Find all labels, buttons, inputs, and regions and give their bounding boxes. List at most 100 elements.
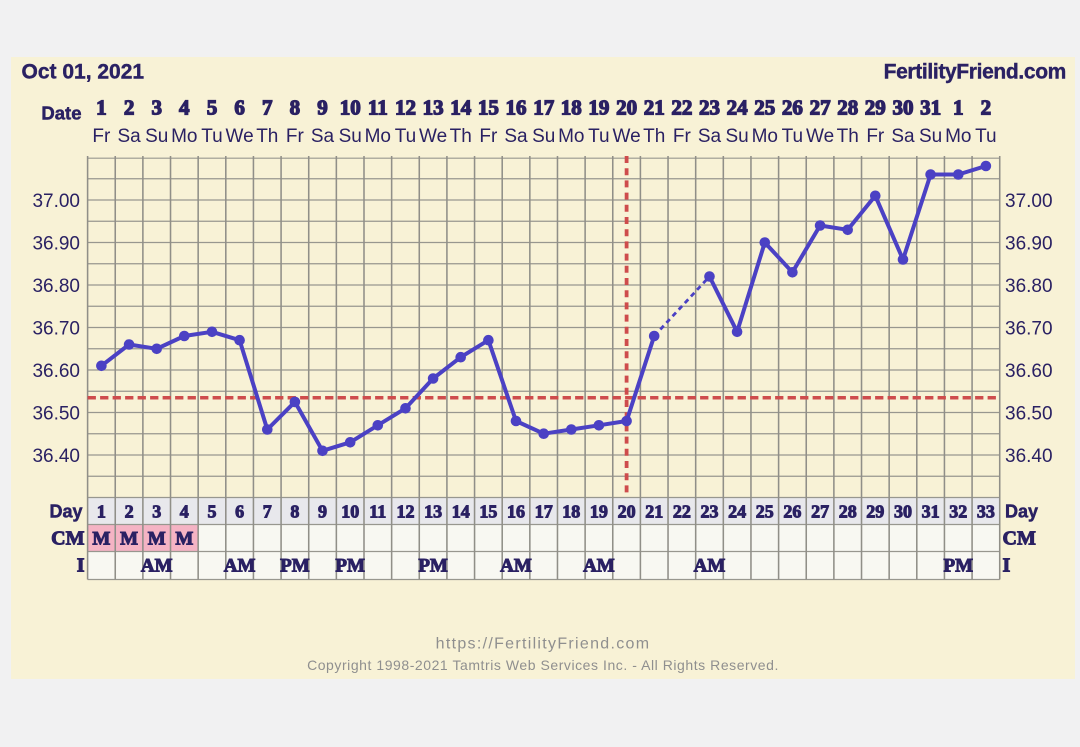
svg-text:Su: Su <box>725 126 748 147</box>
svg-text:We: We <box>226 126 254 147</box>
svg-text:28: 28 <box>839 502 857 522</box>
svg-text:29: 29 <box>865 96 886 120</box>
svg-text:Mo: Mo <box>558 126 584 147</box>
svg-text:Sa: Sa <box>504 126 528 147</box>
svg-text:37.00: 37.00 <box>32 191 80 212</box>
svg-text:20: 20 <box>616 96 637 120</box>
svg-text:We: We <box>806 126 834 147</box>
svg-text:1: 1 <box>953 96 964 120</box>
svg-text:Fr: Fr <box>92 126 111 147</box>
svg-text:Oct 01, 2021: Oct 01, 2021 <box>22 61 145 84</box>
svg-text:16: 16 <box>507 502 525 522</box>
svg-text:36.90: 36.90 <box>32 234 80 255</box>
svg-text:36.70: 36.70 <box>32 319 80 340</box>
svg-text:Day: Day <box>49 502 82 522</box>
svg-text:30: 30 <box>894 502 912 522</box>
svg-text:36.50: 36.50 <box>32 404 80 425</box>
svg-text:19: 19 <box>588 96 609 120</box>
svg-text:27: 27 <box>811 502 829 522</box>
svg-text:Sa: Sa <box>698 126 722 147</box>
svg-text:Tu: Tu <box>201 126 222 147</box>
svg-text:36.50: 36.50 <box>1005 404 1053 425</box>
svg-text:25: 25 <box>754 96 775 120</box>
svg-text:31: 31 <box>922 502 940 522</box>
svg-text:11: 11 <box>368 96 388 120</box>
svg-text:Sa: Sa <box>117 126 141 147</box>
svg-text:19: 19 <box>590 502 608 522</box>
svg-text:Day: Day <box>1005 502 1038 522</box>
svg-text:16: 16 <box>506 96 527 120</box>
svg-text:4: 4 <box>179 96 190 120</box>
svg-text:30: 30 <box>893 96 914 120</box>
svg-text:Th: Th <box>450 126 472 147</box>
svg-text:24: 24 <box>727 96 749 120</box>
svg-text:6: 6 <box>234 96 245 120</box>
svg-text:5: 5 <box>208 502 217 522</box>
svg-text:Mo: Mo <box>752 126 778 147</box>
svg-text:15: 15 <box>478 96 499 120</box>
svg-text:12: 12 <box>397 502 415 522</box>
svg-text:Th: Th <box>837 126 859 147</box>
svg-text:33: 33 <box>977 502 995 522</box>
svg-text:22: 22 <box>671 96 692 120</box>
svg-text:Su: Su <box>532 126 555 147</box>
svg-text:Mo: Mo <box>945 126 971 147</box>
svg-text:36.90: 36.90 <box>1005 234 1053 255</box>
svg-text:3: 3 <box>151 96 162 120</box>
svg-text:We: We <box>613 126 641 147</box>
svg-text:1: 1 <box>97 502 106 522</box>
svg-text:26: 26 <box>782 96 803 120</box>
svg-text:29: 29 <box>866 502 884 522</box>
svg-text:I: I <box>77 555 85 577</box>
svg-text:Mo: Mo <box>171 126 197 147</box>
svg-text:Tu: Tu <box>782 126 803 147</box>
svg-text:36.40: 36.40 <box>1005 446 1053 467</box>
svg-text:Th: Th <box>643 126 665 147</box>
svg-text:AM: AM <box>141 556 173 577</box>
svg-text:4: 4 <box>180 502 189 522</box>
svg-text:13: 13 <box>424 502 442 522</box>
svg-text:28: 28 <box>837 96 858 120</box>
svg-text:8: 8 <box>290 502 299 522</box>
svg-text:9: 9 <box>318 502 327 522</box>
svg-text:13: 13 <box>423 96 444 120</box>
svg-text:CM: CM <box>51 528 84 550</box>
svg-text:Su: Su <box>145 126 168 147</box>
svg-text:7: 7 <box>263 502 272 522</box>
svg-text:14: 14 <box>450 96 472 120</box>
svg-text:23: 23 <box>699 96 720 120</box>
svg-text:32: 32 <box>949 502 967 522</box>
svg-text:9: 9 <box>317 96 328 120</box>
svg-text:31: 31 <box>920 96 941 120</box>
svg-text:FertilityFriend.com: FertilityFriend.com <box>884 61 1066 84</box>
svg-text:26: 26 <box>783 502 801 522</box>
svg-text:Mo: Mo <box>365 126 391 147</box>
svg-text:CM: CM <box>1003 528 1036 550</box>
svg-text:36.80: 36.80 <box>32 276 80 297</box>
svg-text:36.60: 36.60 <box>32 361 80 382</box>
svg-text:12: 12 <box>395 96 416 120</box>
svg-text:PM: PM <box>335 556 365 577</box>
svg-text:14: 14 <box>452 502 470 522</box>
svg-text:36.80: 36.80 <box>1005 276 1053 297</box>
svg-text:2: 2 <box>981 96 992 120</box>
svg-text:6: 6 <box>235 502 244 522</box>
svg-text:1: 1 <box>96 96 107 120</box>
svg-text:M: M <box>120 529 138 550</box>
svg-text:37.00: 37.00 <box>1005 191 1053 212</box>
svg-text:Tu: Tu <box>395 126 416 147</box>
svg-text:36.40: 36.40 <box>32 446 80 467</box>
svg-text:22: 22 <box>673 502 691 522</box>
svg-text:PM: PM <box>418 556 448 577</box>
svg-text:M: M <box>92 529 110 550</box>
svg-text:2: 2 <box>124 96 135 120</box>
svg-text:Fr: Fr <box>866 126 885 147</box>
svg-text:I: I <box>1003 555 1011 577</box>
svg-text:https://FertilityFriend.com: https://FertilityFriend.com <box>436 636 651 653</box>
svg-text:8: 8 <box>290 96 301 120</box>
svg-text:21: 21 <box>644 96 665 120</box>
svg-text:5: 5 <box>207 96 218 120</box>
svg-text:27: 27 <box>810 96 831 120</box>
svg-text:21: 21 <box>645 502 663 522</box>
svg-text:Tu: Tu <box>975 126 996 147</box>
